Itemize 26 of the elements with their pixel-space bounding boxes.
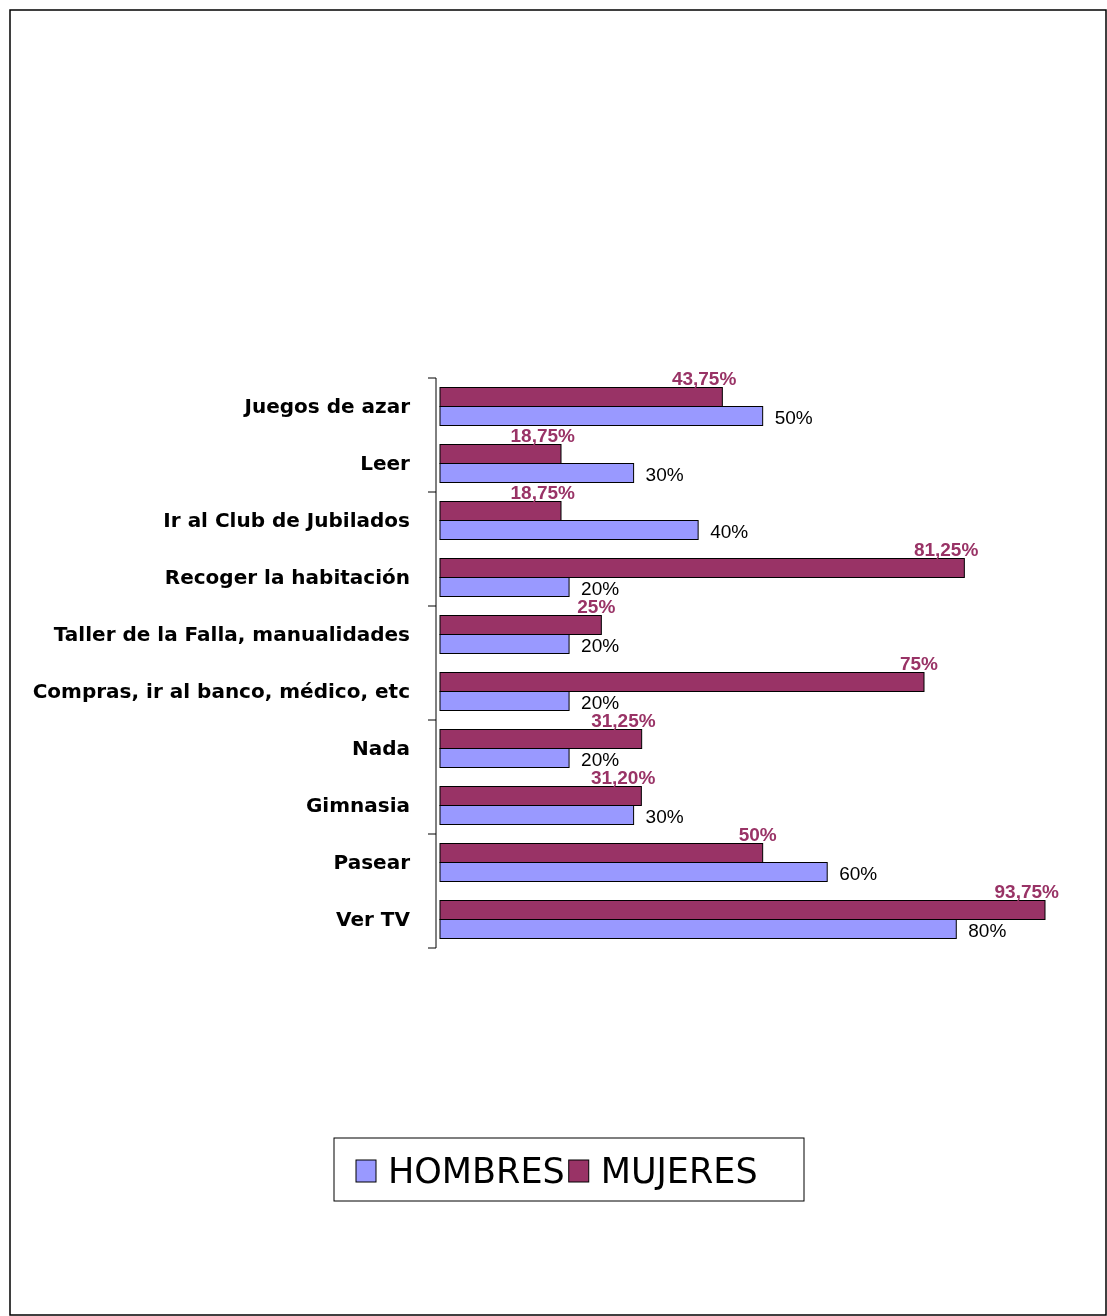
data-label: 30% xyxy=(645,463,684,485)
y-tick-label: Juegos de azar xyxy=(242,393,411,418)
data-label: 43,75% xyxy=(671,367,737,389)
legend-label: HOMBRES xyxy=(388,1151,565,1191)
data-label: 50% xyxy=(738,823,777,845)
data-label: 30% xyxy=(645,805,684,827)
y-tick-label: Nada xyxy=(351,735,410,760)
y-tick-label: Gimnasia xyxy=(305,792,410,817)
data-label: 18,75% xyxy=(510,481,576,503)
y-tick-label: Ir al Club de Jubilados xyxy=(163,507,410,532)
data-label: 40% xyxy=(710,520,749,542)
y-tick-label: Leer xyxy=(360,450,411,475)
y-tick-label: Taller de la Falla, manualidades xyxy=(53,621,410,646)
y-tick-label: Ver TV xyxy=(336,906,411,931)
y-tick-label: Recoger la habitación xyxy=(164,564,410,589)
data-label: 60% xyxy=(839,862,878,884)
y-tick-label: Compras, ir al banco, médico, etc xyxy=(32,678,410,703)
data-label: 80% xyxy=(968,919,1007,941)
data-label: 93,75% xyxy=(994,880,1060,902)
legend-label: MUJERES xyxy=(600,1151,758,1191)
data-label: 20% xyxy=(581,634,620,656)
data-label: 18,75% xyxy=(510,424,576,446)
data-label: 81,25% xyxy=(913,538,979,560)
data-label: 50% xyxy=(774,406,813,428)
y-tick-label: Pasear xyxy=(333,849,411,874)
data-label: 75% xyxy=(899,652,939,674)
